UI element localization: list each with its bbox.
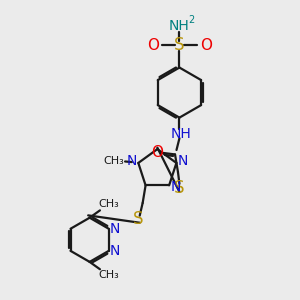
Text: O: O <box>147 38 159 53</box>
Text: CH₃: CH₃ <box>103 157 124 166</box>
Text: N: N <box>127 154 137 169</box>
Text: 2: 2 <box>189 15 195 25</box>
Text: CH₃: CH₃ <box>98 270 119 280</box>
Text: NH: NH <box>170 127 191 141</box>
Text: NH: NH <box>169 19 190 33</box>
Text: S: S <box>174 37 185 55</box>
Text: N: N <box>178 154 188 169</box>
Text: N: N <box>110 222 120 236</box>
Text: S: S <box>174 179 185 197</box>
Text: N: N <box>110 244 120 258</box>
Text: O: O <box>200 38 212 53</box>
Text: O: O <box>152 146 164 160</box>
Text: S: S <box>133 210 143 228</box>
Text: CH₃: CH₃ <box>98 200 119 209</box>
Text: N: N <box>170 180 181 194</box>
